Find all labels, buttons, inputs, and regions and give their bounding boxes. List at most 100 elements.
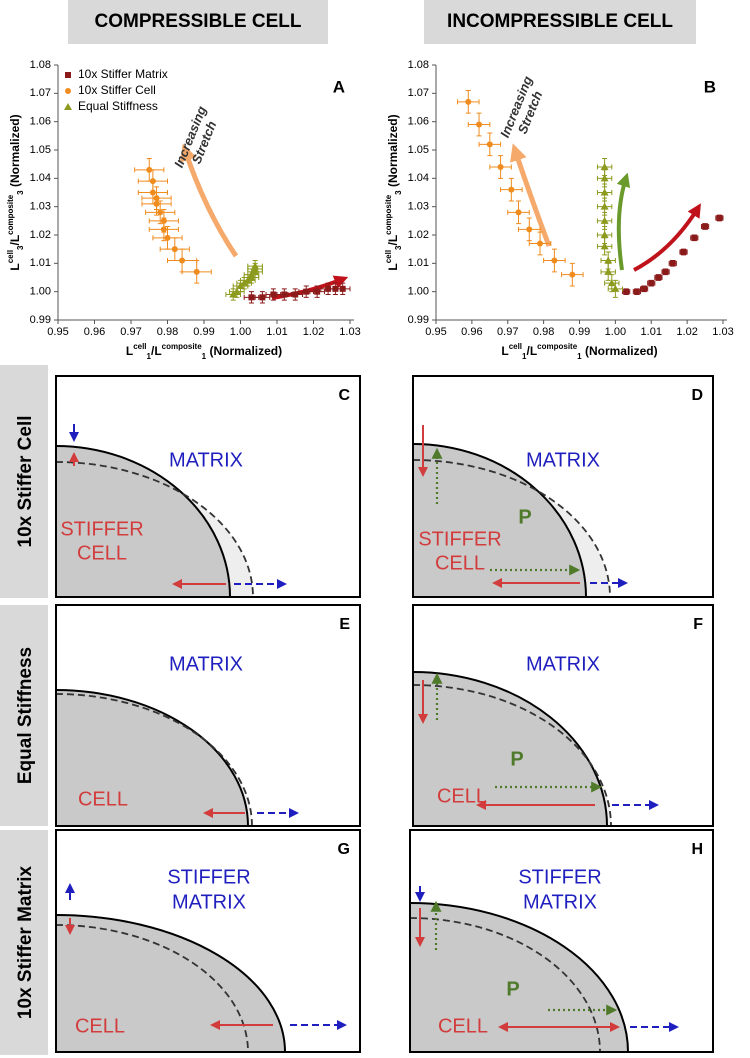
panel-letter: A bbox=[333, 77, 345, 96]
y-tick-label: 1.08 bbox=[30, 59, 51, 71]
point bbox=[193, 268, 200, 275]
cell-label: CELL bbox=[78, 788, 128, 810]
point bbox=[259, 294, 266, 301]
matrix-label: MATRIX bbox=[169, 653, 243, 675]
matrix-label: MATRIX bbox=[169, 449, 243, 471]
x-tick-label: 0.99 bbox=[569, 326, 590, 338]
y-tick-label: 1.06 bbox=[30, 116, 51, 128]
matrix-label: MATRIX bbox=[523, 891, 597, 913]
y-tick-label: 1.08 bbox=[408, 59, 429, 71]
cell-body bbox=[56, 446, 230, 597]
legend-marker bbox=[64, 103, 72, 110]
cell-body bbox=[56, 690, 248, 826]
axis-label-part: (Normalized) bbox=[8, 114, 22, 190]
axis-label-part: composite bbox=[6, 194, 15, 235]
point bbox=[292, 291, 299, 298]
stretch-arrow bbox=[180, 143, 239, 258]
x-tick-label: 1.02 bbox=[303, 326, 324, 338]
cell-label: CELL bbox=[438, 1015, 488, 1037]
point bbox=[157, 209, 164, 216]
axis-label-part: cell bbox=[133, 342, 146, 351]
point bbox=[600, 242, 609, 250]
point bbox=[691, 234, 698, 241]
deformed-outline bbox=[55, 924, 249, 1053]
point bbox=[623, 288, 630, 295]
point bbox=[232, 287, 241, 295]
axis-label: Lcell1/Lcomposite1 (Normalized) bbox=[501, 342, 657, 361]
x-tick-label: 0.95 bbox=[425, 326, 446, 338]
point bbox=[600, 216, 609, 224]
y-tick-label: 1.03 bbox=[408, 201, 429, 213]
y-tick-label: 1.02 bbox=[30, 229, 51, 241]
panel-letter: D bbox=[691, 387, 703, 404]
axis-label-part: 1 bbox=[202, 352, 207, 361]
panel-letter: F bbox=[693, 616, 703, 633]
point bbox=[303, 288, 310, 295]
point bbox=[240, 279, 249, 287]
cell-label: CELL bbox=[435, 552, 485, 574]
point bbox=[633, 288, 640, 295]
y-tick-label: 1.00 bbox=[30, 286, 51, 298]
row-label-box bbox=[0, 830, 48, 1055]
pressure-label: P bbox=[506, 978, 519, 1000]
point bbox=[247, 270, 256, 278]
cell-label: CELL bbox=[437, 785, 487, 807]
x-tick-label: 0.97 bbox=[120, 326, 141, 338]
x-tick-label: 1.03 bbox=[339, 326, 360, 338]
point bbox=[251, 262, 260, 270]
point bbox=[702, 223, 709, 230]
point bbox=[604, 267, 613, 275]
column-header: COMPRESSIBLE CELL bbox=[95, 11, 302, 32]
axis-label-part: L bbox=[8, 263, 22, 270]
panel-frame-border bbox=[55, 604, 361, 827]
annotation: IncreasingStretch bbox=[171, 104, 223, 176]
legend-label: 10x Stiffer Matrix bbox=[78, 67, 168, 81]
pressure-label: P bbox=[518, 506, 531, 528]
point bbox=[680, 249, 687, 255]
header-box bbox=[68, 0, 328, 44]
y-tick-label: 1.07 bbox=[408, 87, 429, 99]
axis-label-part: composite bbox=[162, 342, 203, 351]
panel-frame-border bbox=[412, 375, 714, 598]
cell-label: CELL bbox=[77, 542, 127, 564]
x-tick-label: 0.98 bbox=[533, 326, 554, 338]
point bbox=[153, 200, 160, 207]
deformed-outline bbox=[55, 461, 254, 598]
deformed-outline bbox=[55, 693, 253, 827]
row-label-box bbox=[0, 365, 48, 598]
axis-label-part: composite bbox=[537, 342, 578, 351]
axis-label-part: 3 bbox=[16, 245, 25, 250]
deformed-outline bbox=[412, 684, 612, 827]
point bbox=[497, 164, 504, 170]
y-tick-label: 1.05 bbox=[30, 144, 51, 156]
axis-label-part: L bbox=[126, 344, 133, 358]
point bbox=[600, 231, 609, 238]
panel-letter: E bbox=[339, 616, 350, 633]
axis-label-part: composite bbox=[384, 194, 393, 235]
row-label: 10x Stiffer Matrix bbox=[15, 866, 36, 1020]
point bbox=[146, 166, 153, 173]
legend-label: Equal Stiffness bbox=[78, 99, 158, 113]
axis-label-part: /L bbox=[386, 235, 400, 246]
axis-label-part: 1 bbox=[147, 352, 152, 361]
column-header: INCOMPRESSIBLE CELL bbox=[447, 11, 673, 32]
cell-body bbox=[56, 915, 285, 1052]
stretch-arrow bbox=[510, 143, 552, 247]
point bbox=[508, 186, 515, 193]
x-tick-label: 1.00 bbox=[605, 326, 626, 338]
y-tick-label: 0.99 bbox=[30, 314, 51, 326]
point bbox=[486, 141, 493, 148]
x-tick-label: 0.95 bbox=[47, 326, 68, 338]
point bbox=[662, 268, 669, 275]
matrix-label: MATRIX bbox=[172, 891, 246, 913]
matrix-label: MATRIX bbox=[526, 653, 600, 675]
point bbox=[648, 280, 655, 287]
y-tick-label: 1.03 bbox=[30, 201, 51, 213]
axis-label-part: cell bbox=[6, 250, 15, 263]
point bbox=[171, 246, 178, 253]
point bbox=[669, 260, 676, 267]
axis-label-part: /L bbox=[8, 235, 22, 246]
point bbox=[607, 279, 616, 287]
cell-label: STIFFER bbox=[60, 518, 143, 540]
x-tick-label: 0.96 bbox=[461, 326, 482, 338]
